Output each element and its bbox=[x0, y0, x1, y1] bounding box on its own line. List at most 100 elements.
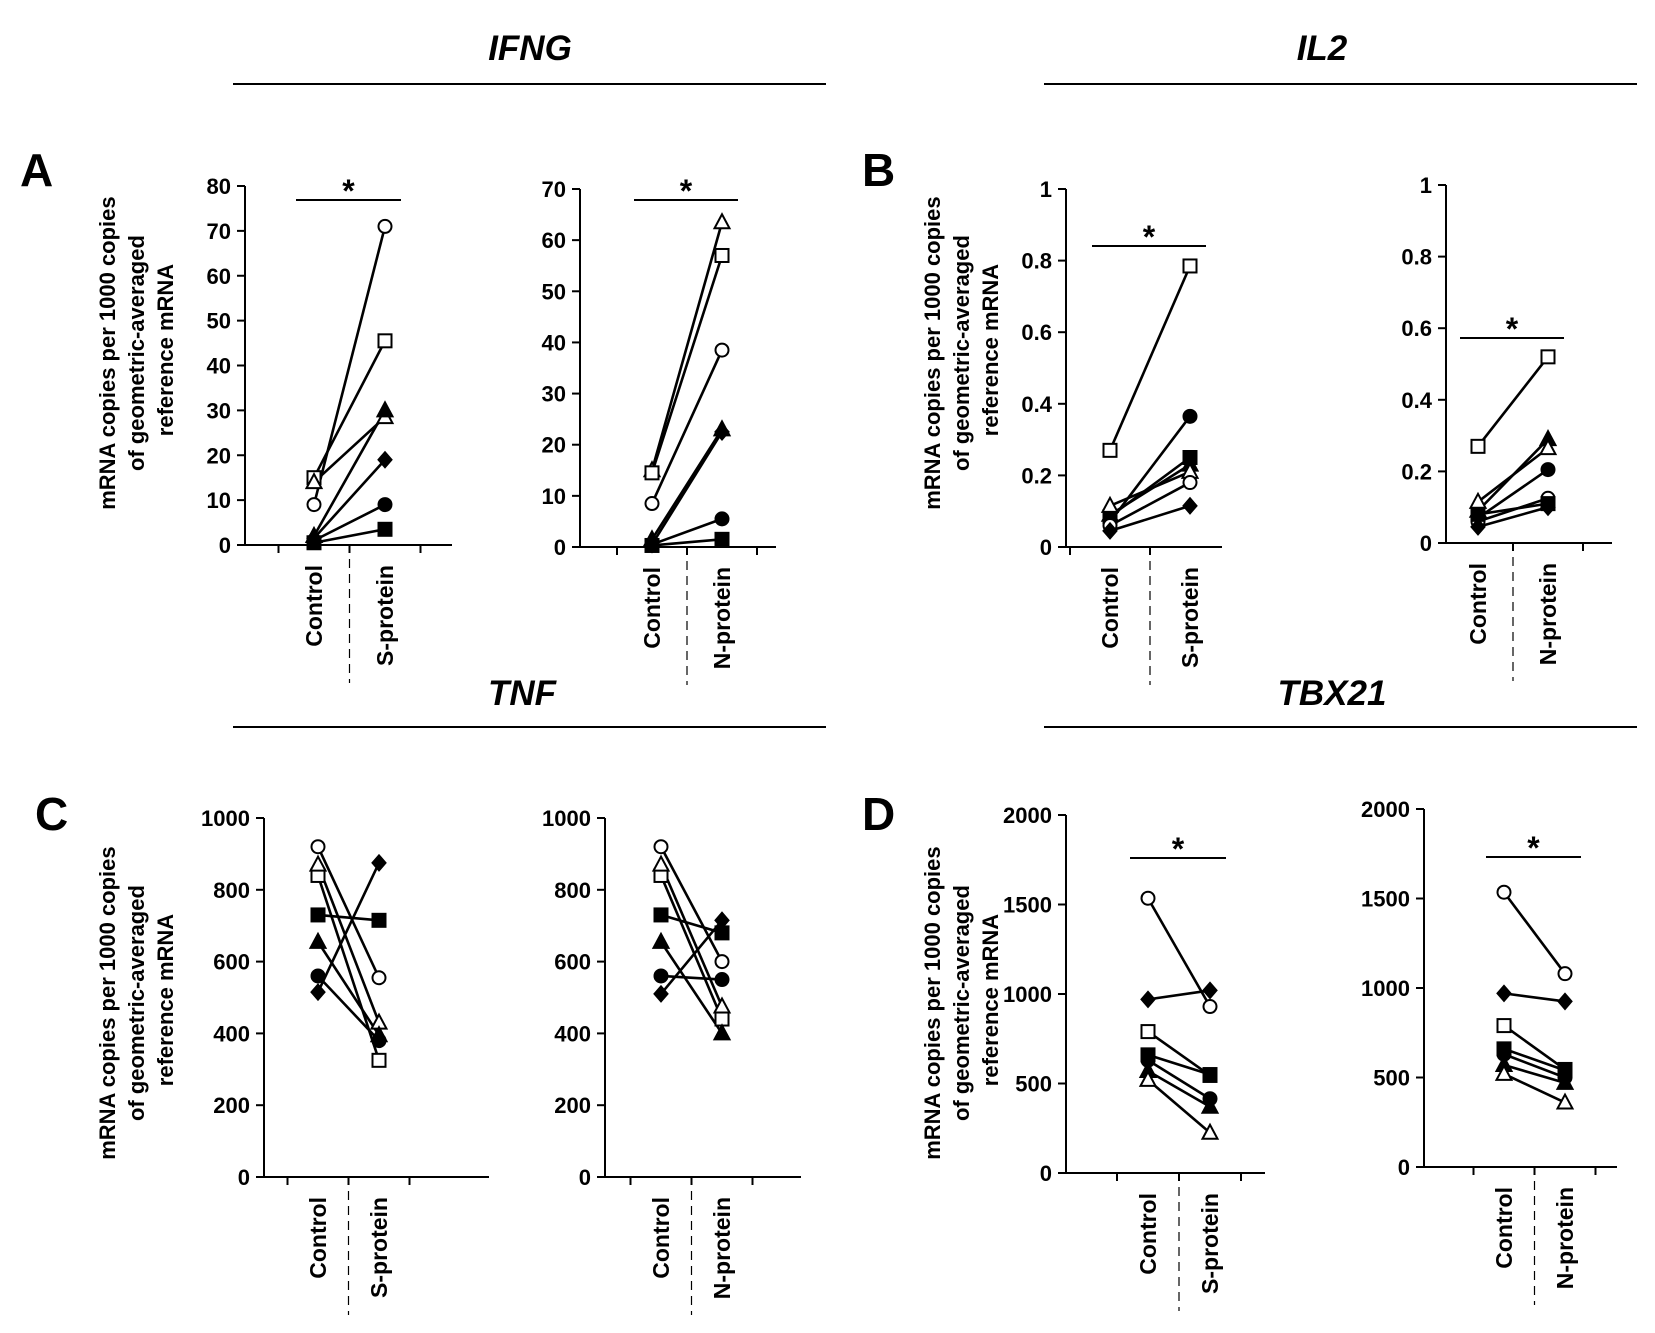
y-tick-label: 1000 bbox=[1003, 982, 1052, 1007]
series-line bbox=[659, 874, 724, 1020]
data-point-triangle-open bbox=[308, 854, 328, 872]
data-point-triangle-filled bbox=[308, 931, 328, 949]
data-point-triangle-filled bbox=[651, 931, 671, 949]
series-line bbox=[659, 864, 724, 1007]
y-tick-label: 40 bbox=[542, 330, 566, 355]
data-point-triangle-open bbox=[1538, 438, 1558, 456]
data-point-square-open bbox=[1496, 1018, 1512, 1034]
y-tick-label: 800 bbox=[554, 878, 591, 903]
x-category-label: Control bbox=[1465, 563, 1491, 645]
ylabel-line: reference mRNA bbox=[978, 914, 1003, 1087]
data-point-circle-filled bbox=[377, 497, 393, 513]
data-point-triangle-open bbox=[712, 212, 732, 230]
series-line bbox=[1109, 481, 1191, 527]
significance-star: * bbox=[680, 173, 693, 209]
y-tick-label: 70 bbox=[207, 219, 231, 244]
significance-star: * bbox=[1527, 830, 1540, 866]
data-point-circle-open bbox=[1557, 966, 1573, 982]
series-line bbox=[316, 862, 381, 993]
data-point-square-open bbox=[1140, 1024, 1156, 1040]
significance-star: * bbox=[1172, 831, 1185, 867]
y-tick-label: 0 bbox=[1040, 1161, 1052, 1186]
data-point-diamond-filled bbox=[377, 450, 393, 469]
subplot-d-n-protein: 0 500 1000 1500 2000 Control N-protein * bbox=[1361, 797, 1617, 1305]
ylabel-line: reference mRNA bbox=[153, 914, 178, 1087]
y-tick-label: 2000 bbox=[1003, 803, 1052, 828]
series-line bbox=[1502, 891, 1567, 975]
data-point-circle-filled bbox=[653, 968, 669, 984]
data-point-square-open bbox=[1102, 442, 1118, 458]
y-tick-label: 600 bbox=[213, 950, 250, 975]
x-category-label: S-protein bbox=[372, 565, 398, 666]
ylabel-line: mRNA copies per 1000 copies bbox=[920, 196, 945, 509]
x-category-label: N-protein bbox=[709, 567, 735, 669]
y-tick-label: 20 bbox=[542, 433, 566, 458]
y-tick-label: 0.6 bbox=[1021, 320, 1052, 345]
series-line bbox=[1503, 1047, 1566, 1072]
series-line bbox=[659, 846, 724, 963]
x-category-label: Control bbox=[639, 567, 665, 649]
series-line bbox=[650, 221, 724, 471]
series-line bbox=[312, 226, 387, 505]
data-point-square-filled bbox=[653, 907, 669, 923]
y-tick-label: 0 bbox=[1398, 1155, 1410, 1180]
y-tick-label: 0.8 bbox=[1401, 245, 1432, 270]
series-line bbox=[1503, 992, 1566, 1003]
y-tick-label: 0.2 bbox=[1021, 463, 1052, 488]
ylabel-d: mRNA copies per 1000 copies of geometric… bbox=[920, 840, 1003, 1160]
series-line bbox=[1147, 1030, 1211, 1077]
series-line bbox=[1503, 1063, 1566, 1085]
series-line bbox=[1503, 1053, 1566, 1079]
significance-star: * bbox=[342, 173, 355, 209]
series-line bbox=[650, 349, 724, 505]
data-point-circle-open bbox=[1496, 884, 1512, 900]
data-point-square-open bbox=[371, 1052, 387, 1068]
data-point-triangle-open bbox=[1555, 1092, 1575, 1110]
y-tick-label: 1000 bbox=[201, 806, 250, 831]
data-point-circle-filled bbox=[1182, 408, 1198, 424]
series-line bbox=[1109, 504, 1191, 533]
data-point-triangle-filled bbox=[1555, 1072, 1575, 1090]
y-tick-label: 500 bbox=[1015, 1072, 1052, 1097]
series-line bbox=[651, 517, 723, 546]
series-line bbox=[1477, 502, 1549, 516]
series-line bbox=[650, 428, 724, 541]
ylabel-line: of geometric-averaged bbox=[124, 885, 149, 1121]
series-line bbox=[317, 913, 380, 922]
data-point-diamond-filled bbox=[310, 983, 326, 1002]
data-point-circle-open bbox=[1202, 999, 1218, 1015]
x-category-label: Control bbox=[305, 1197, 331, 1279]
data-point-diamond-filled bbox=[1182, 496, 1198, 515]
data-point-circle-filled bbox=[714, 511, 730, 527]
data-point-circle-open bbox=[1140, 890, 1156, 906]
series-line bbox=[1109, 470, 1191, 508]
data-point-square-open bbox=[377, 333, 393, 349]
data-point-circle-open bbox=[714, 342, 730, 358]
x-category-label: Control bbox=[1491, 1187, 1517, 1269]
data-point-square-filled bbox=[714, 531, 730, 547]
data-point-triangle-open bbox=[1200, 1122, 1220, 1140]
subplot-d-s-protein: 0 500 1000 1500 2000 Control S-protein * bbox=[1003, 803, 1265, 1311]
x-category-label: N-protein bbox=[1535, 563, 1561, 665]
y-tick-label: 20 bbox=[207, 443, 231, 468]
y-tick-label: 1500 bbox=[1361, 887, 1410, 912]
y-tick-label: 50 bbox=[542, 279, 566, 304]
panel-letter-a: A bbox=[20, 144, 53, 196]
y-tick-label: 10 bbox=[207, 488, 231, 513]
y-tick-label: 0 bbox=[1040, 535, 1052, 560]
data-point-diamond-filled bbox=[1102, 521, 1118, 540]
series-line bbox=[1146, 897, 1212, 1008]
subplot-a-s-protein: 0 10 20 30 40 50 60 70 80 Control S-protein * bbox=[207, 173, 452, 683]
data-point-circle-open bbox=[306, 497, 322, 513]
y-tick-label: 0 bbox=[238, 1165, 250, 1190]
data-point-diamond-filled bbox=[714, 422, 730, 441]
y-tick-label: 0 bbox=[1420, 531, 1432, 556]
y-tick-label: 0.6 bbox=[1401, 316, 1432, 341]
series-line bbox=[1476, 356, 1550, 448]
data-point-triangle-open bbox=[304, 472, 324, 490]
series-line bbox=[1477, 505, 1549, 529]
series-line bbox=[317, 975, 380, 1042]
ylabel-c: mRNA copies per 1000 copies of geometric… bbox=[95, 840, 178, 1160]
